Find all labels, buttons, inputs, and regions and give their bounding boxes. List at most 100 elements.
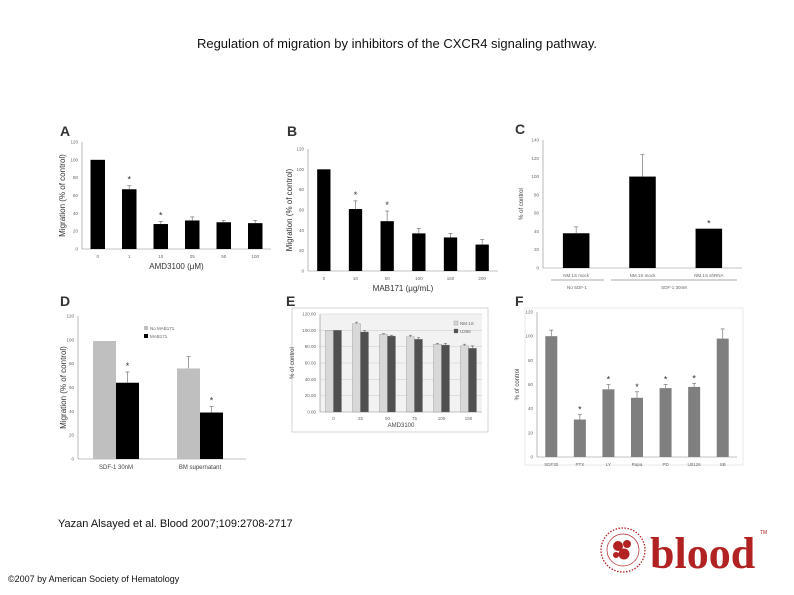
y-tick-label: 40 (69, 409, 75, 414)
logo-trademark: TM (760, 530, 767, 536)
x-tick-label: 10 (158, 254, 164, 259)
bar (468, 348, 477, 413)
y-tick-label: 80 (534, 192, 540, 197)
panel-label: F (515, 293, 524, 309)
y-axis-label: % of control (515, 369, 521, 401)
panel-f-chart: F 0 20 40 60 80 100 120 SDF30 * PTX * LY * Rapa * PD * U01… (515, 292, 745, 470)
significance-star: * (578, 405, 582, 415)
citation: Yazan Alsayed et al. Blood 2007;109:2708… (58, 518, 293, 530)
group-label: No SDF-1 (567, 285, 588, 290)
bar (659, 388, 672, 457)
panel-a-chart: A 0 20 40 60 80 100 120 0 * 1 * 10 25 50 100 Migration (… (56, 122, 276, 272)
y-tick-label: 40.00 (305, 377, 317, 382)
y-tick-label: 40 (73, 211, 79, 216)
bar (348, 208, 363, 271)
logo-seal-icon (600, 527, 646, 573)
y-tick-label: 60.00 (305, 361, 317, 366)
bar (602, 389, 615, 457)
bar (631, 397, 643, 457)
significance-star: * (210, 396, 214, 406)
bar (475, 244, 489, 271)
legend-swatch (453, 320, 459, 326)
bar (380, 221, 394, 271)
y-tick-label: 120 (525, 310, 533, 315)
chart-frame (291, 307, 489, 433)
bar (153, 224, 168, 249)
y-tick-label: 80 (299, 187, 305, 192)
legend-label: U266 (460, 329, 471, 334)
group-label: SDF-1 30nM (661, 285, 687, 290)
y-tick-label: 100 (70, 157, 78, 162)
bar (200, 412, 223, 459)
x-axis-label: MAB171 (μg/mL) (373, 284, 434, 293)
y-tick-label: 80 (528, 358, 534, 363)
x-tick-label: 0 (96, 254, 99, 259)
bar (216, 222, 231, 249)
bar (248, 223, 263, 249)
x-tick-label: 100 (438, 416, 446, 421)
panel-e-chart: E 0.00 20.00 40.00 60.00 80.00 100.00 120.00 0 25… (286, 292, 506, 442)
x-axis-label: AMD3100 (μM) (149, 262, 204, 271)
significance-star: * (692, 373, 696, 383)
x-tick-label: U0126 (688, 462, 702, 467)
panel-label: D (60, 293, 70, 309)
y-tick-label: 0 (530, 455, 533, 460)
y-tick-label: 120 (66, 314, 74, 319)
significance-star: * (635, 382, 639, 392)
y-axis-label: Migration (% of control) (285, 168, 294, 251)
legend-swatch (144, 334, 148, 338)
y-tick-label: 0 (71, 457, 74, 462)
significance-star: * (385, 200, 389, 210)
panel-label: B (287, 123, 297, 139)
panel-label: A (60, 123, 70, 139)
bar (379, 334, 388, 413)
bar (185, 220, 200, 249)
copyright: ©2007 by American Society of Hematology (8, 574, 180, 584)
y-tick-label: 60 (528, 382, 534, 387)
y-tick-label: 100 (531, 174, 539, 179)
y-tick-label: 60 (299, 208, 305, 213)
x-tick-label: SB (720, 462, 726, 467)
panel-b-chart: B 0 20 40 60 80 100 120 0 * 10 * 50 100 150 200 Migratio… (285, 122, 506, 294)
x-tick-label: SDF30 (544, 462, 559, 467)
y-tick-label: 80.00 (305, 344, 317, 349)
y-tick-label: 20.00 (305, 393, 317, 398)
logo-wordmark: blood (650, 529, 755, 578)
legend-swatch (144, 326, 148, 330)
significance-star: * (607, 375, 611, 385)
y-tick-label: 140 (531, 138, 539, 143)
significance-star: * (707, 219, 711, 229)
y-tick-label: 80 (69, 361, 75, 366)
bar (325, 330, 334, 413)
bar (441, 344, 450, 413)
bar (545, 336, 558, 457)
y-tick-label: 60 (534, 211, 540, 216)
bar (443, 237, 458, 271)
legend-label: MAB171 (150, 334, 168, 339)
y-tick-label: 100 (525, 334, 533, 339)
x-tick-label: 150 (465, 416, 473, 421)
x-tick-label: SDF-1 30nM (99, 465, 133, 471)
significance-star: * (127, 175, 131, 185)
x-tick-label: 75 (412, 416, 418, 421)
blood-journal-logo: blood TM (598, 522, 768, 578)
legend-label: NM.1S (460, 321, 474, 326)
x-tick-label: PD (662, 462, 669, 467)
y-tick-label: 100.00 (302, 328, 316, 333)
y-tick-label: 100 (296, 167, 304, 172)
y-tick-label: 120 (70, 140, 78, 145)
bar (562, 233, 590, 268)
bar (352, 323, 361, 413)
y-tick-label: 20 (299, 248, 305, 253)
bar (433, 344, 442, 413)
bar (387, 335, 396, 413)
x-tick-label: 100 (251, 254, 259, 259)
x-axis-label: AMD3100 (388, 423, 415, 429)
x-tick-label: LY (606, 462, 611, 467)
bar (573, 419, 586, 457)
y-tick-label: 20 (69, 433, 75, 438)
significance-star: * (159, 210, 163, 220)
y-tick-label: 20 (528, 430, 534, 435)
y-tick-label: 120 (531, 156, 539, 161)
bar (412, 233, 426, 271)
